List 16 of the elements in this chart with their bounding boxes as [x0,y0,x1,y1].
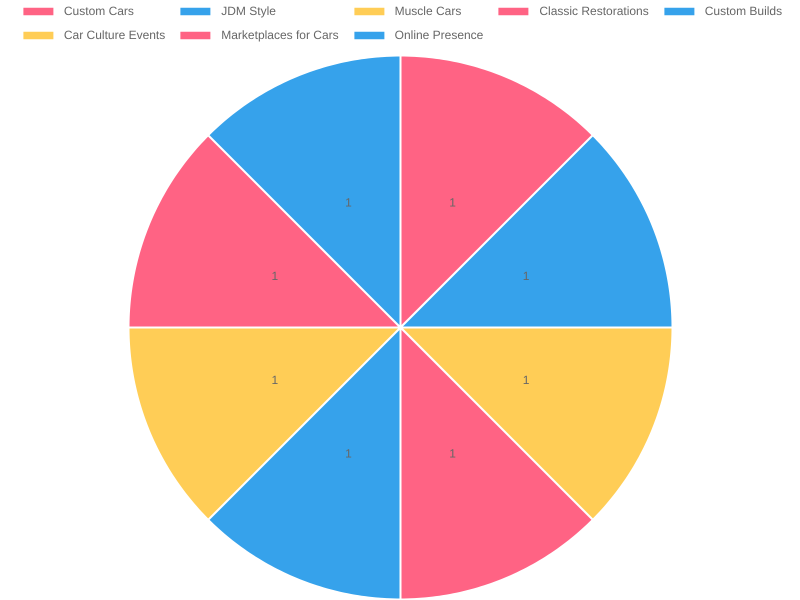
legend-label: Custom Cars [64,4,134,18]
legend-label: Classic Restorations [539,4,649,18]
data-label: 1 [449,195,456,210]
legend-label: JDM Style [221,4,276,18]
data-label: 1 [522,268,530,283]
legend-label: Marketplaces for Cars [221,28,339,42]
legend-label: Car Culture Events [64,28,166,42]
data-label: 1 [449,446,456,461]
data-label: 1 [272,268,279,283]
data-label: 1 [522,373,530,388]
data-label: 1 [272,373,279,388]
legend-label: Custom Builds [704,4,782,18]
legend-label: Online Presence [394,28,484,42]
data-label: 1 [345,446,352,461]
legend-label: Muscle Cars [394,4,462,18]
data-label: 1 [345,195,352,210]
